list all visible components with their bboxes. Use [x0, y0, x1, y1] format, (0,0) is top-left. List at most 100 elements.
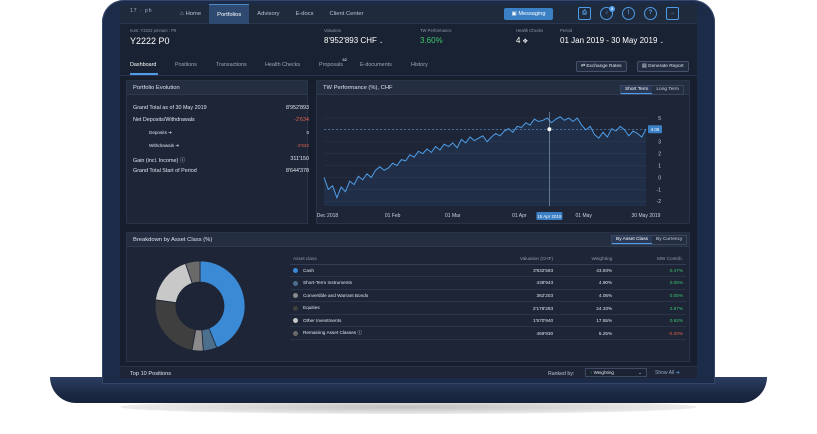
- col-valuation[interactable]: Valuation (CHF): [469, 254, 557, 265]
- contrib-cell: 0.05%: [615, 289, 686, 303]
- asset-class-cell: Remaining Asset Classes ⓘ: [290, 326, 470, 341]
- top-positions-bar: Top 10 Positions Ranked by: Show All ➔: [120, 366, 697, 378]
- nav-edocs[interactable]: E-docs: [295, 11, 314, 17]
- cursor-point: [547, 127, 552, 132]
- col-weighting[interactable]: Weighting: [556, 254, 616, 265]
- chat-icon: ▣: [511, 11, 519, 17]
- show-all-link[interactable]: Show All ➔: [655, 370, 680, 376]
- table-row[interactable]: Cash 3'932'593 43.93% 0.47%: [290, 264, 686, 278]
- top-icons: ⎙ ♪ 3 ! ? →: [578, 6, 679, 20]
- legend-dot: [293, 280, 298, 286]
- arrow-right-icon: ➔: [675, 370, 680, 376]
- weighting-cell: 17.55%: [556, 314, 616, 328]
- nav-client-center[interactable]: Client Center: [329, 11, 364, 17]
- x-tick-label: 31 Dec 2018: [316, 213, 338, 219]
- table-row[interactable]: Short-Term Instruments 438'943 4.90% 0.05%: [290, 276, 686, 290]
- y-tick-label: -2: [657, 199, 662, 205]
- x-tick-label: 30 May 2019: [632, 213, 661, 219]
- donut-slice[interactable]: [154, 262, 193, 304]
- valuation-cell: 469'930: [469, 326, 557, 341]
- donut-slice[interactable]: [154, 299, 197, 351]
- table-row[interactable]: Equities 2'178'283 24.33% 2.87%: [290, 301, 686, 315]
- table-row[interactable]: Remaining Asset Classes ⓘ 469'930 5.25% -0.…: [290, 326, 686, 341]
- tab-dashboard[interactable]: Dashboard: [130, 62, 157, 68]
- health-checks-label: Health Checks: [516, 28, 544, 33]
- long-term-toggle[interactable]: Long Term: [656, 87, 679, 92]
- sort-icon: ↑: [590, 370, 594, 375]
- generate-report-button[interactable]: ▤ Generate Report: [637, 61, 689, 72]
- y-tick-label: -1: [657, 187, 662, 193]
- y-tick-label: 1: [658, 164, 661, 170]
- chevron-down-icon: ⌄: [659, 39, 664, 45]
- x-tick-label: 01 Mar: [445, 213, 461, 219]
- table-row[interactable]: Other Investments 1'570'940 17.55% 0.92%: [290, 314, 686, 328]
- weighting-cell: 24.33%: [556, 301, 616, 315]
- valuation-cell: 362'203: [469, 289, 557, 303]
- logo[interactable]: 17 · ph: [130, 8, 153, 14]
- tw-chart-title: TW Performance (%), CHF: [317, 81, 689, 95]
- y-tick-label: 2: [658, 152, 661, 158]
- pe-deposits[interactable]: Deposits ➔ 0: [149, 130, 309, 135]
- asset-class-cell: Short-Term Instruments: [290, 276, 470, 290]
- pe-grand-total: Grand Total as of 30 May 2019 8'952'893: [133, 105, 309, 111]
- donut-slice[interactable]: [199, 260, 246, 349]
- nav-home[interactable]: ⌂ Home: [180, 11, 202, 17]
- legend-dot: [293, 267, 298, 273]
- bell-icon[interactable]: ♪ 3: [600, 6, 615, 20]
- logout-icon[interactable]: →: [666, 7, 679, 20]
- portfolio-caption: num: Y2222 pmnum : P0: [130, 28, 177, 33]
- tab-history[interactable]: History: [411, 62, 428, 68]
- contrib-cell: 0.47%: [615, 264, 686, 278]
- y-tick-label: 0: [658, 175, 661, 181]
- tab-positions[interactable]: Positions: [175, 62, 197, 68]
- y-tick-label: 5: [658, 116, 661, 122]
- asset-class-cell: Convertible and Warrant Bonds: [290, 289, 470, 303]
- tab-transactions[interactable]: Transactions: [216, 62, 247, 68]
- table-row[interactable]: Convertible and Warrant Bonds 362'203 4.05…: [290, 289, 686, 303]
- notification-badge: 3: [609, 6, 615, 12]
- asset-class-cell: Equities: [290, 301, 470, 315]
- info-icon[interactable]: !: [622, 7, 635, 20]
- tab-e-documents[interactable]: E-documents: [360, 62, 392, 68]
- donut-slice[interactable]: [184, 260, 201, 284]
- exchange-rates-button[interactable]: ⇄ Exchange Rates: [576, 61, 627, 72]
- by-asset-class-toggle[interactable]: By Asset Class: [612, 236, 652, 244]
- currency-icon: ⇄: [581, 64, 587, 69]
- valuation-cell: 2'178'283: [469, 301, 557, 315]
- messaging-button[interactable]: ▣ Messaging: [504, 8, 553, 20]
- tab-health-checks[interactable]: Health Checks: [265, 62, 301, 68]
- col-mw-contrib[interactable]: MW Contrib.: [615, 254, 686, 265]
- nav-portfolios[interactable]: Portfolios: [209, 4, 250, 24]
- col-asset-class[interactable]: Asset class: [290, 254, 470, 265]
- weighting-cell: 4.05%: [556, 289, 616, 303]
- arrow-right-icon: ➔: [175, 143, 180, 148]
- series-line: [323, 116, 647, 200]
- tw-performance-panel: TW Performance (%), CHF: [316, 80, 690, 224]
- legend-dot: [293, 330, 298, 336]
- nav-advisory[interactable]: Advisory: [257, 11, 280, 17]
- valuation-value[interactable]: 8'952'893 CHF ⌄: [324, 36, 384, 45]
- health-checks-value[interactable]: 4 ✥: [516, 36, 528, 45]
- portfolio-name[interactable]: Y2222 P0: [130, 36, 170, 46]
- pe-withdrawals[interactable]: Withdrawals ➔ -2'634: [149, 143, 309, 148]
- short-term-toggle[interactable]: Short Term: [621, 86, 653, 94]
- cursor-label-bg: [536, 212, 563, 220]
- app-screen: 17 · ph ⌂ Home Portfolios Advisory E-docs…: [120, 4, 697, 378]
- ranked-by-label: Ranked by:: [548, 371, 575, 377]
- asset-class-donut-chart[interactable]: [150, 256, 250, 356]
- contrib-cell: 0.92%: [615, 314, 686, 328]
- period-value[interactable]: 01 Jan 2019 - 30 May 2019 ⌄: [560, 36, 664, 45]
- help-icon[interactable]: ?: [644, 7, 657, 20]
- print-icon[interactable]: ⎙: [578, 7, 591, 20]
- by-currency-toggle[interactable]: By Currency: [656, 237, 683, 242]
- laptop-shadow: [120, 400, 697, 414]
- pe-start-total: Grand Total Start of Period 8'644'378: [133, 168, 309, 174]
- chevron-down-icon: ⌄: [638, 370, 642, 375]
- portfolio-evolution-title: Portfolio Evolution: [127, 81, 307, 95]
- contrib-cell: -0.20%: [615, 326, 686, 341]
- asset-class-table: Asset class Valuation (CHF) Weighting MW…: [290, 254, 686, 341]
- ranked-by-select[interactable]: ↑ Weighting ⌄: [585, 368, 647, 377]
- tab-proposals[interactable]: Proposals 62: [319, 57, 347, 68]
- weighting-cell: 5.25%: [556, 326, 616, 341]
